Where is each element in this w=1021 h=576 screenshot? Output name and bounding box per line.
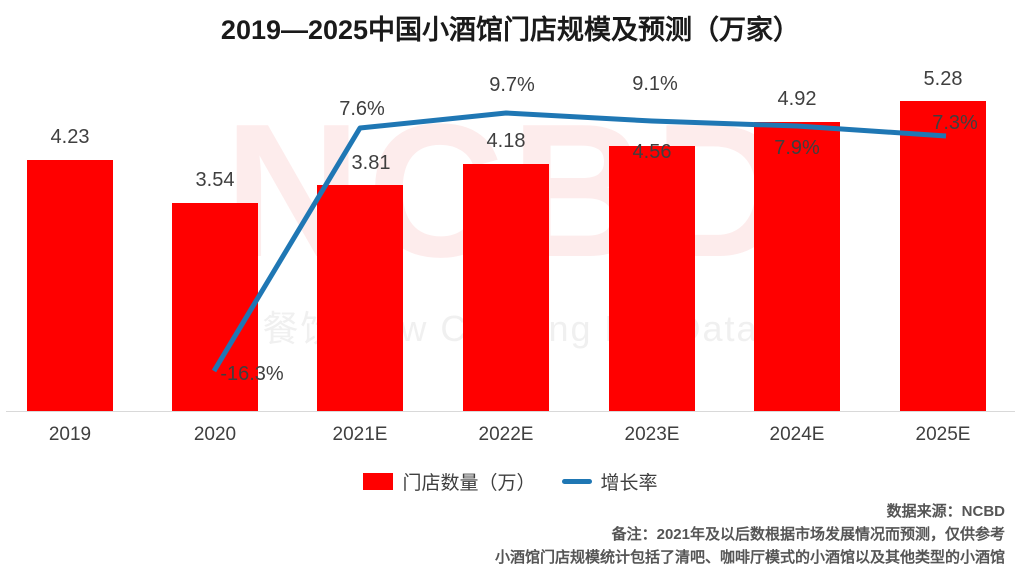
chart-title: 2019—2025中国小酒馆门店规模及预测（万家） bbox=[220, 15, 801, 45]
bar-2020[interactable] bbox=[172, 203, 258, 412]
growth-rate-line bbox=[211, 110, 947, 373]
growth-rate-label-2022E: 9.7% bbox=[489, 74, 535, 96]
footer-note-scope: 小酒馆门店规模统计包括了清吧、咖啡厅模式的小酒馆以及其他类型的小酒馆 bbox=[494, 549, 1005, 566]
bar-value-label-2025E: 5.28 bbox=[923, 68, 963, 90]
growth-rate-line-svg bbox=[211, 110, 947, 373]
bar-2025E[interactable] bbox=[900, 101, 986, 412]
bar-2022E[interactable] bbox=[463, 164, 549, 412]
growth-rate-label-2023E: 9.1% bbox=[632, 73, 678, 95]
plot-area: 4.23 3.54 3.81 4.18 4.56 4.92 5.28 -16.3% 7.6% 9.… bbox=[6, 68, 1015, 412]
legend-item-line-label: 增长率 bbox=[600, 473, 658, 494]
chart-footer: 数据来源：NCBD 备注：2021年及以后数根据市场发展情况而预测，仅供参考 小… bbox=[0, 500, 1021, 569]
bar-2024E[interactable] bbox=[754, 122, 840, 412]
footer-data-source: 数据来源：NCBD bbox=[886, 503, 1005, 520]
bar-2021E[interactable] bbox=[317, 185, 403, 412]
x-tick-label-2019: 2019 bbox=[48, 424, 92, 445]
x-tick-label-2021E: 2021E bbox=[332, 424, 388, 445]
growth-rate-label-2021E: 7.6% bbox=[339, 98, 385, 120]
growth-rate-label-2024E: 7.9% bbox=[774, 137, 820, 159]
bar-value-label-2024E: 4.92 bbox=[777, 88, 817, 110]
legend-bar-swatch-icon bbox=[363, 473, 394, 490]
growth-rate-label-2020: -16.3% bbox=[220, 363, 284, 385]
x-axis: 2019 2020 2021E 2022E 2023E 2024E 2025E bbox=[0, 418, 1021, 456]
chart-legend: 门店数量（万） 增长率 bbox=[0, 468, 1021, 495]
growth-rate-label-2025E: 7.3% bbox=[932, 112, 978, 134]
bar-value-label-2023E: 4.56 bbox=[632, 141, 672, 163]
bar-value-label-2021E: 3.81 bbox=[351, 152, 391, 174]
x-tick-label-2022E: 2022E bbox=[478, 424, 534, 445]
legend-item-line[interactable]: 增长率 bbox=[561, 468, 658, 495]
legend-item-bar[interactable]: 门店数量（万） bbox=[363, 468, 536, 495]
bar-value-label-2020: 3.54 bbox=[195, 169, 235, 191]
x-tick-label-2024E: 2024E bbox=[769, 424, 825, 445]
x-axis-baseline bbox=[6, 411, 1015, 412]
x-tick-label-2025E: 2025E bbox=[915, 424, 971, 445]
x-tick-label-2023E: 2023E bbox=[624, 424, 680, 445]
bar-value-label-2022E: 4.18 bbox=[486, 130, 526, 152]
legend-line-swatch-icon bbox=[561, 479, 592, 484]
footer-note-forecast: 备注：2021年及以后数根据市场发展情况而预测，仅供参考 bbox=[611, 526, 1005, 543]
bar-2019[interactable] bbox=[27, 160, 113, 412]
bar-value-label-2019: 4.23 bbox=[50, 126, 90, 148]
legend-item-bar-label: 门店数量（万） bbox=[402, 473, 536, 494]
bar-2023E[interactable] bbox=[609, 146, 695, 412]
x-tick-label-2020: 2020 bbox=[193, 424, 237, 445]
